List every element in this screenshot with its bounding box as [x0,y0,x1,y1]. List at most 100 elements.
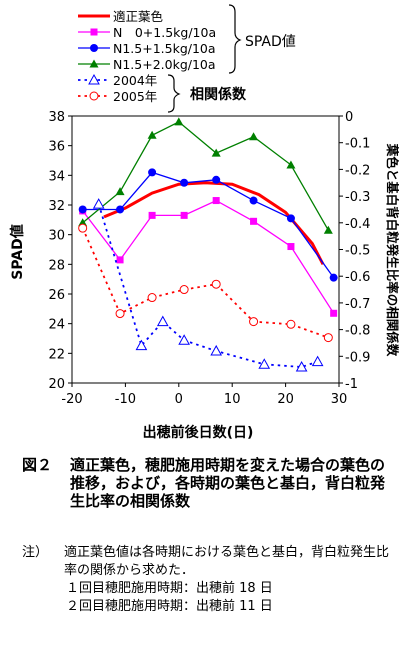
y-tick-label: 32 [48,199,65,214]
data-point [174,117,184,126]
series-line [81,227,329,339]
data-point [156,315,169,327]
data-point [148,211,156,219]
data-point [116,256,124,264]
data-point [92,198,105,209]
legend-marker [90,28,98,36]
y2-tick-label: -0.9 [345,350,370,365]
y2-tick-label: -0.7 [345,297,370,312]
series-line [82,171,335,279]
y-tick-label: 36 [48,140,65,155]
y-tick-label: 30 [48,229,65,244]
x-axis-title: 出穂前後日数(日) [143,424,254,441]
series-3 [78,117,333,234]
x-tick-label: 0 [175,392,183,407]
data-point [323,225,333,234]
y-tick-label: 26 [48,288,65,303]
y-tick-label: 38 [48,110,65,125]
data-point [179,285,189,295]
series-2 [78,168,338,282]
data-point [286,160,296,169]
x-tick-label: -20 [61,392,82,407]
data-point [286,319,296,329]
data-point [295,360,308,372]
data-point [212,175,221,184]
x-tick-label: 20 [277,392,294,407]
legend-brace-corr [167,74,181,113]
figure-caption: 図２ 適正葉色，穂肥施用時期を変えた場合の葉色の推移，および，各時期の葉色と基白，… [22,456,402,510]
legend-brace-spad [228,4,242,74]
series-line [97,203,318,368]
y2-tick-label: -0.4 [345,217,370,232]
data-point [330,309,338,317]
data-point [115,309,125,319]
series-layer [78,117,338,372]
y2-tick-label: -1 [345,377,358,392]
y2-axis-title: 葉色と基白背白粒発生比率の相関係数 [385,143,400,357]
data-point [210,344,223,356]
data-point [211,279,221,289]
figure-notes: 注） 適正葉色値は各時期における葉色と基白，背白粒発生比率の関係から求めた． １回… [22,544,402,616]
y2-tick-label: -0.8 [345,324,370,339]
legend-label: N1.5+1.5kg/10a [113,41,216,56]
y2-tick-label: -0.5 [345,244,370,259]
y-axis-title: SPAD値 [9,224,26,280]
data-point [211,148,221,157]
data-point [147,130,157,139]
legend-label: N 0+1.5kg/10a [113,25,216,40]
x-tick-label: 10 [224,392,241,407]
y2-tick-label: 0 [345,110,353,125]
data-point [78,205,87,214]
series-0 [103,181,325,265]
legend-marker [88,73,100,85]
series-4 [92,198,324,372]
y2-tick-label: -0.1 [345,137,370,152]
data-point [250,217,258,225]
data-point [178,334,190,345]
y-tick-label: 20 [48,377,65,392]
data-point [180,211,188,219]
legend-label: 2005年 [113,89,157,104]
data-point [148,168,157,177]
series-line [82,121,329,231]
data-point [287,243,295,251]
data-point [115,187,125,196]
caption-number: 図２ [22,456,53,474]
data-point [249,132,259,141]
y-tick-label: 22 [48,347,65,362]
y-tick-label: 28 [48,258,65,273]
y2-tick-label: -0.2 [345,163,370,178]
note-line-2: ２回目穂肥施用時期：出穂前 11 日 [66,599,273,614]
data-point [258,358,271,369]
y2-tick-label: -0.6 [345,270,370,285]
axis-ticks: -20 -10 0 10 20 30 20 22 24 26 28 30 32 34 36 38 -1 -0.9 -… [48,110,370,407]
series-5 [78,223,333,343]
legend-label: 適正葉色 [113,9,164,24]
note-body: 適正葉色値は各時期における葉色と基白，背白粒発生比率の関係から求めた． [64,545,390,578]
x-tick-label: 30 [331,392,348,407]
series-1 [79,197,338,317]
data-point [212,197,220,205]
y2-tick-label: -0.3 [345,190,370,205]
data-point [147,293,157,303]
data-point [116,205,125,214]
data-point [323,333,333,343]
data-point [329,273,338,282]
y-tick-label: 24 [48,318,65,333]
legend-marker [89,91,99,101]
data-point [180,178,189,187]
legend-group-spad: SPAD値 [245,34,296,50]
legend-marker [90,44,98,52]
data-point [311,355,324,367]
data-point [249,317,259,327]
x-tick-label: -10 [115,392,136,407]
y-tick-label: 34 [48,169,65,184]
legend-label: 2004年 [113,73,157,88]
series-line [103,181,325,265]
legend-label: N1.5+2.0kg/10a [113,57,216,72]
legend-group-corr: 相関係数 [190,86,247,103]
data-point [78,223,88,233]
caption-title: 適正葉色，穂肥施用時期を変えた場合の葉色の推移，および，各時期の葉色と基白，背白… [70,456,386,510]
